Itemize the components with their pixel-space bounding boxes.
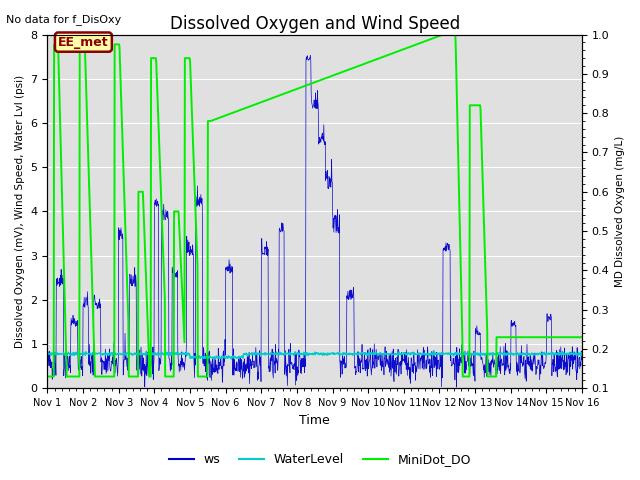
ws: [163, 214, 170, 220]
ws: [515, 352, 523, 358]
Title: Dissolved Oxygen and Wind Speed: Dissolved Oxygen and Wind Speed: [170, 15, 460, 33]
ws: [578, 355, 586, 361]
MiniDot_DO: [397, 47, 405, 53]
ws: [468, 360, 476, 366]
WaterLevel: [149, 352, 157, 358]
Text: No data for f_DisOxy: No data for f_DisOxy: [6, 14, 122, 25]
WaterLevel: [468, 352, 476, 358]
Line: ws: ws: [47, 55, 582, 387]
Line: MiniDot_DO: MiniDot_DO: [47, 35, 582, 376]
ws: [149, 377, 157, 383]
WaterLevel: [44, 350, 51, 356]
MiniDot_DO: [515, 335, 523, 340]
MiniDot_DO: [439, 32, 447, 37]
WaterLevel: [222, 355, 230, 361]
Legend: ws, WaterLevel, MiniDot_DO: ws, WaterLevel, MiniDot_DO: [163, 448, 477, 471]
MiniDot_DO: [468, 102, 476, 108]
Text: EE_met: EE_met: [58, 36, 109, 48]
X-axis label: Time: Time: [300, 414, 330, 427]
ws: [452, 384, 460, 390]
WaterLevel: [430, 348, 438, 354]
MiniDot_DO: [578, 335, 586, 340]
ws: [222, 267, 230, 273]
WaterLevel: [163, 351, 170, 357]
ws: [398, 362, 406, 368]
Y-axis label: Dissolved Oxygen (mV), Wind Speed, Water Lvl (psi): Dissolved Oxygen (mV), Wind Speed, Water…: [15, 75, 25, 348]
ws: [44, 357, 51, 363]
MiniDot_DO: [222, 112, 230, 118]
WaterLevel: [515, 351, 523, 357]
MiniDot_DO: [149, 55, 157, 61]
MiniDot_DO: [163, 373, 170, 379]
WaterLevel: [578, 351, 586, 357]
WaterLevel: [227, 356, 235, 362]
WaterLevel: [398, 350, 406, 356]
Line: WaterLevel: WaterLevel: [47, 351, 582, 359]
MiniDot_DO: [44, 373, 51, 379]
ws: [307, 52, 314, 58]
Y-axis label: MD Dissolved Oxygen (mg/L): MD Dissolved Oxygen (mg/L): [615, 136, 625, 287]
